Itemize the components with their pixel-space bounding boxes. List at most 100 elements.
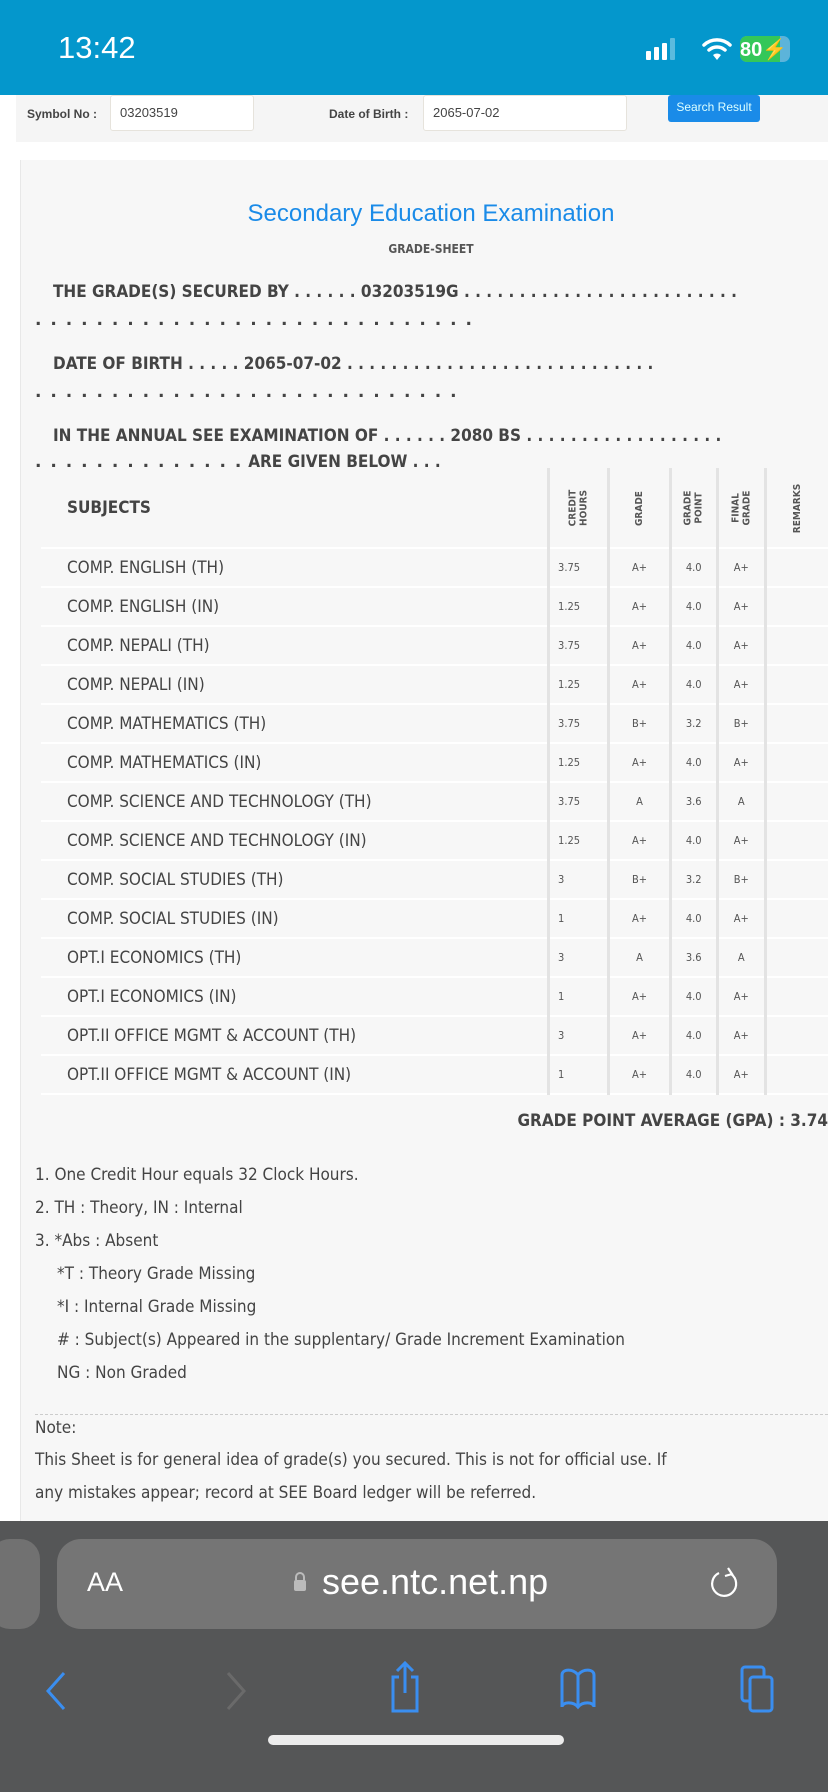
subject-cell: COMP. SOCIAL STUDIES (TH) — [41, 860, 549, 900]
credit-hours-cell: 1.25 — [547, 743, 609, 783]
header-grade: GRADE — [633, 491, 645, 526]
subject-cell: COMP. NEPALI (IN) — [41, 665, 549, 705]
table-row: OPT.II OFFICE MGMT & ACCOUNT (TH) 3 A+ 4.0 A… — [41, 1016, 828, 1056]
back-icon[interactable] — [44, 1671, 68, 1711]
divider — [35, 1414, 828, 1415]
remarks-cell — [764, 899, 828, 939]
remarks-cell — [764, 1055, 828, 1095]
grade-cell: A+ — [607, 1016, 671, 1056]
subject-cell: COMP. ENGLISH (IN) — [41, 587, 549, 627]
home-indicator[interactable] — [268, 1735, 564, 1745]
header-grade-point: GRADE POINT — [682, 490, 705, 525]
table-row: COMP. ENGLISH (TH) 3.75 A+ 4.0 A+ — [41, 548, 828, 588]
table-row: OPT.II OFFICE MGMT & ACCOUNT (IN) 1 A+ 4.0 A… — [41, 1055, 828, 1095]
table-header: SUBJECTS CREDIT HOURS GRADE GRADE POINT … — [41, 468, 828, 549]
legend-item: *T : Theory Grade Missing — [57, 1264, 256, 1284]
table-row: COMP. ENGLISH (IN) 1.25 A+ 4.0 A+ — [41, 587, 828, 627]
secured-by-value: 03203519G — [360, 282, 459, 302]
dob-value: 2065-07-02 — [243, 354, 342, 374]
battery-level: 80 — [740, 39, 763, 61]
credit-hours-cell: 3 — [547, 860, 609, 900]
header-remarks: REMARKS — [792, 483, 803, 534]
grade-point-cell: 3.6 — [668, 782, 717, 822]
secured-by-line: THE GRADE(S) SECURED BY . . . . . . 0320… — [53, 282, 737, 302]
address-bar[interactable]: AA see.ntc.net.np — [57, 1539, 777, 1629]
credit-hours-cell: 1.25 — [547, 665, 609, 705]
symbol-input[interactable]: 03203519 — [110, 95, 254, 131]
dots: . . . . . . . . . . . . . . . . . . . . … — [35, 382, 459, 402]
dots: . . . . . . . . . . . . . . — [35, 452, 243, 472]
grade-cell: A+ — [607, 665, 671, 705]
grade-point-cell: 4.0 — [668, 899, 717, 939]
grade-cell: A+ — [607, 899, 671, 939]
final-grade-cell: A+ — [715, 899, 766, 939]
final-grade-cell: B+ — [715, 860, 766, 900]
final-grade-cell: A+ — [715, 743, 766, 783]
subject-cell: OPT.I ECONOMICS (IN) — [41, 977, 549, 1017]
dots: . . . . . . . . . . . . . . . . . . — [526, 426, 722, 446]
search-form: Symbol No : 03203519 Date of Birth : 206… — [16, 95, 828, 142]
subject-cell: COMP. SCIENCE AND TECHNOLOGY (TH) — [41, 782, 549, 822]
wifi-icon — [702, 38, 732, 60]
credit-hours-cell: 3.75 — [547, 782, 609, 822]
dots: . . . . . — [188, 354, 239, 374]
previous-tab[interactable] — [0, 1539, 40, 1629]
exam-label: IN THE ANNUAL SEE EXAMINATION OF — [53, 426, 379, 446]
dots: . . . . . . . . . . . . . . . . . . . . … — [346, 354, 654, 374]
symbol-label: Symbol No : — [27, 107, 98, 121]
remarks-cell — [764, 938, 828, 978]
dob-input[interactable]: 2065-07-02 — [423, 95, 627, 131]
clock: 13:42 — [58, 30, 136, 65]
browser-toolbar: AA see.ntc.net.np — [0, 1521, 828, 1792]
bookmarks-icon[interactable] — [560, 1667, 596, 1711]
header-credit-hours: CREDIT HOURS — [567, 489, 590, 526]
remarks-cell — [764, 548, 828, 588]
table-row: OPT.I ECONOMICS (TH) 3 A 3.6 A — [41, 938, 828, 978]
remarks-cell — [764, 821, 828, 861]
signal-icon — [646, 38, 675, 60]
subject-cell: COMP. SOCIAL STUDIES (IN) — [41, 899, 549, 939]
search-result-button[interactable]: Search Result — [668, 95, 760, 122]
grade-cell: A+ — [607, 1055, 671, 1095]
header-final-grade: FINAL GRADE — [730, 490, 753, 525]
exam-line: IN THE ANNUAL SEE EXAMINATION OF . . . .… — [53, 426, 721, 446]
final-grade-cell: A+ — [715, 548, 766, 588]
table-row: COMP. MATHEMATICS (IN) 1.25 A+ 4.0 A+ — [41, 743, 828, 783]
grade-cell: A — [607, 938, 671, 978]
header-subjects: SUBJECTS — [41, 468, 549, 549]
final-grade-cell: A — [715, 782, 766, 822]
subject-cell: COMP. SCIENCE AND TECHNOLOGY (IN) — [41, 821, 549, 861]
table-row: OPT.I ECONOMICS (IN) 1 A+ 4.0 A+ — [41, 977, 828, 1017]
reload-icon[interactable] — [707, 1565, 741, 1601]
forward-icon[interactable] — [224, 1671, 248, 1711]
dob-line: DATE OF BIRTH . . . . . 2065-07-02 . . .… — [53, 354, 653, 374]
reader-options-button[interactable]: AA — [87, 1567, 123, 1598]
remarks-cell — [764, 1016, 828, 1056]
remarks-cell — [764, 977, 828, 1017]
remarks-cell — [764, 626, 828, 666]
dots: . . . . . . . . . . . . . . . . . . . . … — [463, 282, 737, 302]
grade-point-cell: 4.0 — [668, 1055, 717, 1095]
dots: . . . . . . . . . . . . . . . . . . . . … — [35, 310, 474, 330]
grade-cell: B+ — [607, 704, 671, 744]
given-below: ARE GIVEN BELOW . . . — [248, 452, 441, 472]
note-title: Note: — [35, 1418, 77, 1438]
credit-hours-cell: 3.75 — [547, 626, 609, 666]
final-grade-cell: A+ — [715, 1055, 766, 1095]
share-icon[interactable] — [390, 1661, 420, 1713]
status-bar: 13:42 80⚡ — [0, 0, 828, 95]
tabs-icon[interactable] — [740, 1665, 774, 1713]
grade-point-cell: 4.0 — [668, 1016, 717, 1056]
subject-cell: OPT.II OFFICE MGMT & ACCOUNT (TH) — [41, 1016, 549, 1056]
note-text: This Sheet is for general idea of grade(… — [35, 1450, 667, 1470]
dots: . . . . . . — [383, 426, 446, 446]
credit-hours-cell: 3.75 — [547, 548, 609, 588]
final-grade-cell: A+ — [715, 626, 766, 666]
grade-point-cell: 4.0 — [668, 626, 717, 666]
credit-hours-cell: 1.25 — [547, 587, 609, 627]
table-row: COMP. SCIENCE AND TECHNOLOGY (IN) 1.25 A+ 4… — [41, 821, 828, 861]
url-text: see.ntc.net.np — [322, 1561, 549, 1602]
remarks-cell — [764, 743, 828, 783]
credit-hours-cell: 1 — [547, 977, 609, 1017]
exam-value: 2080 BS — [450, 426, 521, 446]
